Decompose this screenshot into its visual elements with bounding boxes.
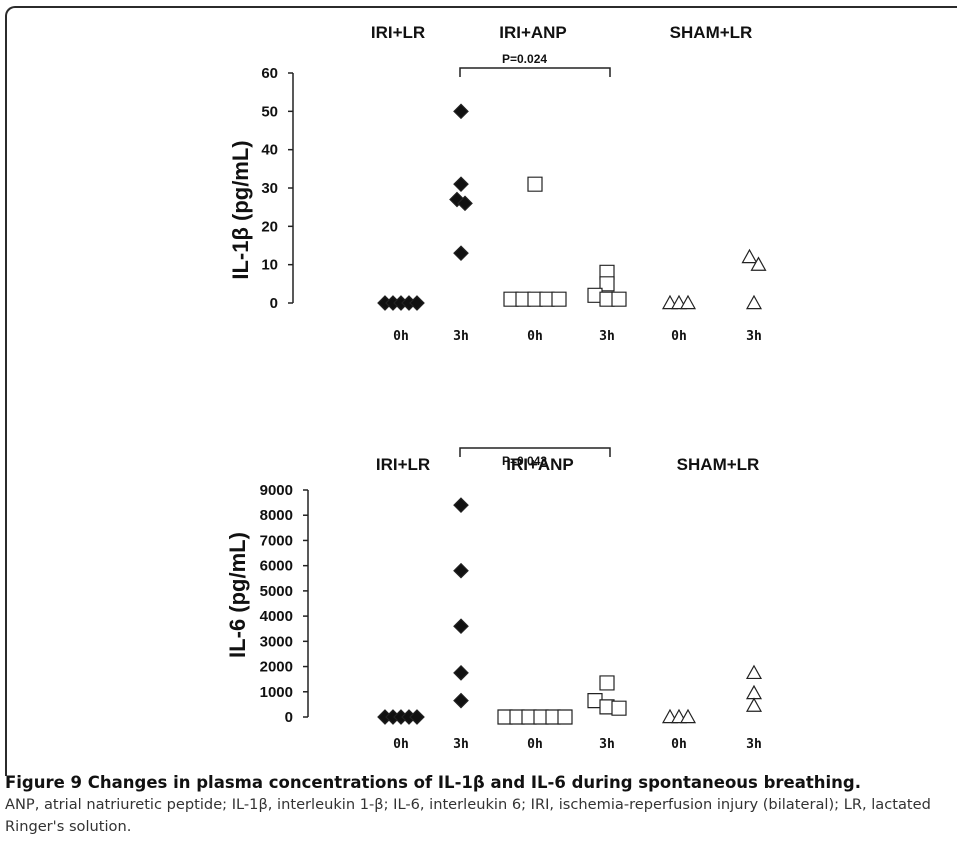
data-point <box>679 708 697 724</box>
p-value-label: P=0.043 <box>502 454 547 468</box>
x-tick-label: 0h <box>527 329 543 344</box>
data-point <box>745 684 763 700</box>
group-label: IRI+ANP <box>499 23 567 42</box>
y-tick-label: 4000 <box>260 608 293 625</box>
y-tick-label: 6000 <box>260 558 293 575</box>
data-point <box>750 256 767 271</box>
data-point <box>453 176 469 193</box>
group-label: IRI+ANP <box>506 455 574 474</box>
y-tick-label: 30 <box>261 180 278 197</box>
p-value-label: P=0.024 <box>502 52 547 66</box>
data-point <box>611 291 627 307</box>
figure-frame <box>5 6 957 776</box>
il1b-panel: IRI+LR IRI+ANP SHAM+LR 0 10 20 30 40 50 60 IL-1β (… <box>228 23 767 344</box>
caption-text: ANP, atrial natriuretic peptide; IL-1β, … <box>5 796 931 835</box>
x-tick-label: 3h <box>453 737 469 752</box>
data-point <box>409 295 425 311</box>
group-label: IRI+LR <box>371 23 425 42</box>
data-point <box>453 103 469 120</box>
x-tick-label: 3h <box>599 329 615 344</box>
x-tick-label: 0h <box>527 737 543 752</box>
x-tick-label: 3h <box>599 737 615 752</box>
y-tick-label: 3000 <box>260 633 293 650</box>
data-point <box>745 697 763 712</box>
data-point <box>599 276 615 292</box>
y-tick-label: 20 <box>261 218 278 235</box>
y-tick-label: 0 <box>285 709 293 726</box>
x-tick-label: 0h <box>671 329 687 344</box>
data-point <box>453 665 469 681</box>
significance-bracket <box>459 447 611 457</box>
data-point <box>557 709 573 725</box>
y-tick-label: 60 <box>261 65 278 82</box>
x-tick-label: 0h <box>393 329 409 344</box>
y-tick-label: 1000 <box>260 684 293 701</box>
y-tick-label: 10 <box>261 257 278 274</box>
data-point <box>453 497 469 513</box>
data-point <box>745 664 763 680</box>
x-tick-label: 0h <box>671 737 687 752</box>
data-point <box>453 692 469 709</box>
data-point <box>599 675 615 691</box>
data-point <box>551 291 567 307</box>
data-point <box>741 248 758 264</box>
y-tick-label: 8000 <box>260 507 293 524</box>
caption-title: Figure 9 Changes in plasma concentration… <box>5 773 861 792</box>
y-axis-label: IL-1β (pg/mL) <box>228 140 253 279</box>
group-label: SHAM+LR <box>677 455 760 474</box>
data-point <box>453 245 469 262</box>
data-point <box>457 195 473 212</box>
figure-caption: Figure 9 Changes in plasma concentration… <box>5 772 945 838</box>
data-point <box>679 294 697 310</box>
x-tick-label: 0h <box>393 737 409 752</box>
y-tick-label: 2000 <box>260 659 293 676</box>
y-tick-label: 7000 <box>260 532 293 549</box>
data-point <box>453 618 469 635</box>
y-tick-label: 9000 <box>260 482 293 499</box>
group-label: IRI+LR <box>376 455 430 474</box>
chart-area: IRI+LR IRI+ANP SHAM+LR 0 10 20 30 40 50 60 IL-1β (… <box>225 23 767 752</box>
y-tick-label: 40 <box>261 142 278 159</box>
data-point <box>611 700 627 716</box>
significance-bracket <box>459 67 611 77</box>
y-tick-label: 0 <box>270 295 278 312</box>
group-label: SHAM+LR <box>670 23 753 42</box>
data-point <box>527 176 543 192</box>
data-point <box>453 562 469 579</box>
x-tick-label: 3h <box>746 737 762 752</box>
y-axis-label: IL-6 (pg/mL) <box>225 532 250 658</box>
il6-panel: IRI+LR IRI+ANP SHAM+LR 0 1000 2000 3000 4000 500… <box>225 447 763 752</box>
data-point <box>409 709 425 725</box>
x-tick-label: 3h <box>453 329 469 344</box>
y-tick-label: 5000 <box>260 583 293 600</box>
y-tick-label: 50 <box>261 103 278 120</box>
x-tick-label: 3h <box>746 329 762 344</box>
data-point <box>745 294 763 310</box>
